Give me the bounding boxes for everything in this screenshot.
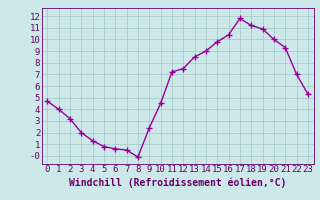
X-axis label: Windchill (Refroidissement éolien,°C): Windchill (Refroidissement éolien,°C) [69,177,286,188]
